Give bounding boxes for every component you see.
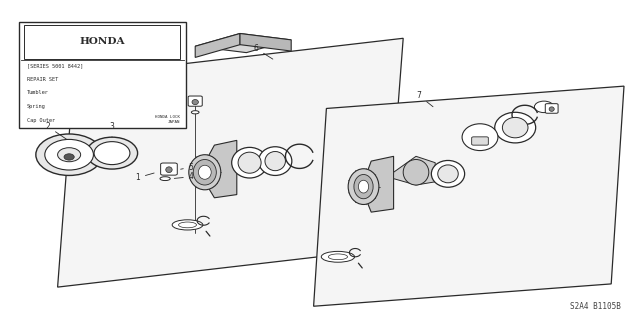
Text: 6: 6 [253, 44, 273, 59]
Text: HONDA LOCK
JAPAN: HONDA LOCK JAPAN [156, 115, 180, 124]
Ellipse shape [549, 107, 554, 111]
Ellipse shape [259, 147, 292, 175]
Ellipse shape [64, 154, 74, 160]
Ellipse shape [160, 177, 170, 181]
Ellipse shape [348, 169, 379, 204]
Text: [SERIES 5001 8442]: [SERIES 5001 8442] [27, 63, 83, 68]
Text: 5: 5 [180, 163, 194, 172]
Text: REPAIR SET: REPAIR SET [27, 77, 58, 82]
Text: Spring: Spring [27, 104, 45, 109]
FancyBboxPatch shape [545, 104, 558, 113]
Text: 1: 1 [135, 173, 154, 182]
Ellipse shape [193, 160, 216, 185]
Text: HONDA: HONDA [79, 37, 125, 46]
Text: 3: 3 [109, 122, 115, 137]
Ellipse shape [462, 124, 498, 151]
Text: 2: 2 [45, 122, 67, 139]
Ellipse shape [191, 111, 199, 114]
Polygon shape [394, 156, 435, 185]
Text: S2A4 B1105B: S2A4 B1105B [570, 302, 621, 311]
Polygon shape [195, 33, 240, 57]
Text: Cap Outer: Cap Outer [27, 118, 55, 123]
FancyBboxPatch shape [472, 137, 488, 145]
FancyBboxPatch shape [161, 163, 177, 175]
Polygon shape [195, 33, 291, 53]
Ellipse shape [328, 254, 348, 260]
Ellipse shape [265, 152, 285, 171]
Ellipse shape [94, 142, 130, 165]
Ellipse shape [321, 251, 355, 262]
Polygon shape [364, 156, 394, 212]
Ellipse shape [495, 112, 536, 143]
Text: Tumbler: Tumbler [27, 90, 49, 95]
Ellipse shape [238, 152, 261, 173]
FancyBboxPatch shape [19, 22, 186, 128]
FancyBboxPatch shape [188, 96, 202, 106]
Ellipse shape [502, 117, 528, 138]
Polygon shape [58, 38, 403, 287]
Ellipse shape [179, 222, 196, 228]
Ellipse shape [232, 147, 268, 178]
Ellipse shape [36, 134, 102, 175]
Ellipse shape [189, 155, 221, 190]
Ellipse shape [45, 139, 93, 170]
Ellipse shape [358, 180, 369, 193]
Ellipse shape [431, 160, 465, 187]
FancyBboxPatch shape [24, 26, 180, 59]
Ellipse shape [172, 220, 203, 230]
Ellipse shape [403, 160, 429, 185]
Ellipse shape [198, 165, 211, 179]
Polygon shape [240, 33, 291, 51]
Ellipse shape [192, 100, 198, 105]
Text: 4: 4 [174, 172, 194, 181]
Text: 7: 7 [417, 91, 433, 107]
Ellipse shape [534, 101, 554, 113]
Polygon shape [314, 86, 624, 306]
Ellipse shape [58, 148, 81, 162]
Ellipse shape [354, 174, 373, 199]
Polygon shape [205, 140, 237, 198]
Ellipse shape [86, 137, 138, 169]
Ellipse shape [438, 165, 458, 183]
Ellipse shape [166, 167, 172, 173]
